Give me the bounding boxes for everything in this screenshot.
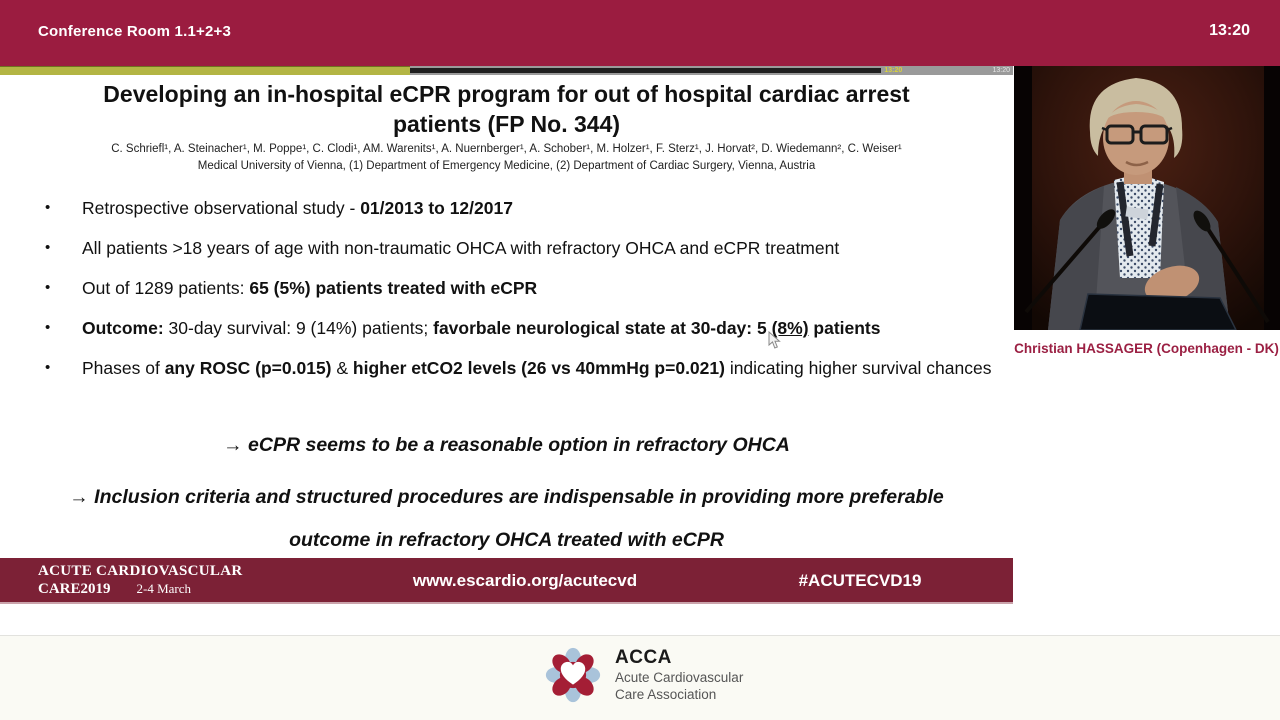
- player-progress-bar[interactable]: 13:20 13:20: [0, 66, 1013, 75]
- progress-elapsed: [0, 66, 411, 75]
- congress-brand: ACUTE CARDIOVASCULAR CARE2019 2-4 March: [38, 563, 243, 598]
- bullet-item: Out of 1289 patients: 65 (5%) patients t…: [0, 268, 1013, 308]
- congress-brand-line1: ACUTE CARDIOVASCULAR: [38, 563, 243, 579]
- congress-hashtag: #ACUTECVD19: [798, 571, 922, 590]
- logo-heart: [560, 661, 586, 685]
- header-bar: Conference Room 1.1+2+3 13:20: [0, 0, 1280, 66]
- end-time-label: 13:20: [992, 67, 1010, 74]
- speaker-video[interactable]: [1014, 66, 1280, 331]
- playhead-time-label: 13:20: [884, 67, 903, 74]
- acca-flower-icon: [545, 647, 601, 703]
- acca-acronym: ACCA: [615, 647, 672, 668]
- slide-title: Developing an in-hospital eCPR program f…: [0, 79, 1013, 139]
- clock: 13:20: [1209, 22, 1250, 39]
- conclusion-line-2: → Inclusion criteria and structured proc…: [69, 486, 944, 551]
- bullet-item: Outcome: 30-day survival: 9 (14%) patien…: [0, 308, 1013, 348]
- congress-dates: 2-4 March: [136, 581, 192, 596]
- acca-logo: ACCA Acute Cardiovascular Care Associati…: [545, 647, 743, 703]
- speaker-caption: Christian HASSAGER (Copenhagen - DK): [1014, 341, 1279, 356]
- bullet-item: Phases of any ROSC (p=0.015) & higher et…: [0, 348, 1013, 388]
- slide-title-line1: Developing an in-hospital eCPR program f…: [103, 81, 910, 107]
- acca-subtitle-1: Acute Cardiovascular: [615, 670, 744, 685]
- conclusion-line-1: → eCPR seems to be a reasonable option i…: [223, 434, 790, 456]
- acca-logo-text: ACCA Acute Cardiovascular Care Associati…: [615, 647, 743, 703]
- bullet-item: Retrospective observational study - 01/2…: [0, 188, 1013, 228]
- authors-line: C. Schriefl¹, A. Steinacher¹, M. Poppe¹,…: [111, 143, 902, 155]
- bullet-list: Retrospective observational study - 01/2…: [0, 188, 1013, 388]
- congress-url: www.escardio.org/acutecvd: [412, 571, 638, 590]
- congress-brand-line2: CARE2019: [38, 581, 111, 597]
- mouse-cursor: [768, 331, 781, 349]
- slide-title-line2: patients (FP No. 344): [392, 111, 621, 137]
- affiliation-line: Medical University of Vienna, (1) Depart…: [197, 160, 816, 172]
- progress-buffered: [410, 68, 882, 73]
- acca-subtitle-2: Care Association: [615, 687, 717, 702]
- bottom-band: ACCA Acute Cardiovascular Care Associati…: [0, 635, 1280, 720]
- bullet-item: All patients >18 years of age with non-t…: [0, 228, 1013, 268]
- slide-panel: 13:20 13:20 Developing an in-hospital eC…: [0, 66, 1013, 635]
- slide-footer-bar: ACUTE CARDIOVASCULAR CARE2019 2-4 March w…: [0, 558, 1013, 604]
- room-title: Conference Room 1.1+2+3: [38, 23, 232, 40]
- speaker-video-frame: [1014, 66, 1280, 331]
